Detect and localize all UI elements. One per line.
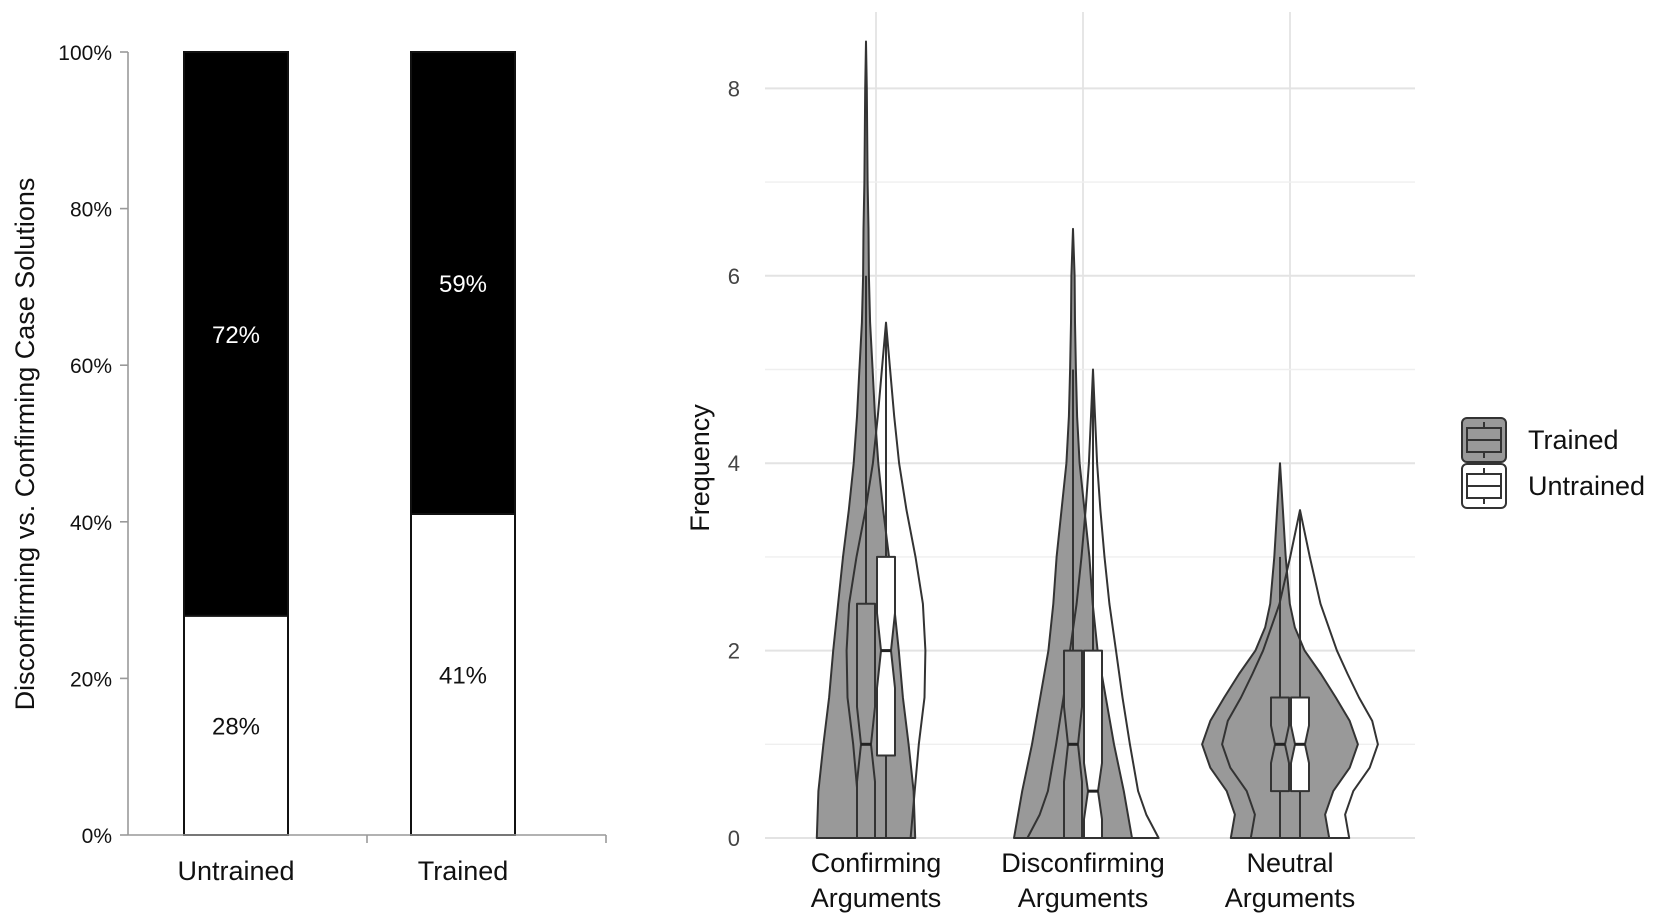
right-y-ticks: 0 2 4 6 8 [728, 76, 740, 851]
x-tick-label: Arguments [1018, 883, 1149, 913]
violin-untrained [1221, 509, 1379, 839]
x-tick-label: Arguments [811, 883, 942, 913]
y-tick-label: 60% [70, 355, 112, 378]
bar-segment-trained-confirming [410, 51, 516, 515]
right-y-axis-title: Frequency [685, 404, 715, 532]
legend-label: Untrained [1528, 471, 1645, 501]
y-tick-label: 80% [70, 199, 112, 222]
y-tick-label: 0 [728, 826, 740, 851]
box-untrained [1083, 649, 1103, 839]
left-x-ticks: Untrained Trained [177, 835, 607, 886]
y-tick-label: 100% [58, 42, 112, 65]
y-tick-label: 6 [728, 264, 740, 289]
bar-data-label: 72% [212, 322, 260, 349]
y-tick-label: 0% [82, 825, 112, 848]
legend-label: Trained [1528, 425, 1619, 455]
bar-data-label: 59% [439, 271, 487, 298]
legend: Trained Untrained [1461, 417, 1645, 509]
y-tick-label: 40% [70, 512, 112, 535]
violin-untrained [845, 321, 927, 839]
y-tick-label: 20% [70, 668, 112, 691]
box-trained [856, 602, 876, 839]
violin-chart: 0 2 4 6 8 Confirming Arguments Disconfirming Ar… [685, 12, 1645, 913]
x-tick-label: Untrained [177, 856, 294, 886]
y-tick-label: 2 [728, 639, 740, 664]
x-tick-label: Trained [418, 856, 509, 886]
left-bars: 28% 72% 41% 59% [183, 51, 516, 837]
bar-data-label: 41% [439, 662, 487, 689]
x-tick-label: Confirming [811, 848, 942, 878]
bar-data-label: 28% [212, 713, 260, 740]
x-tick-label: Disconfirming [1001, 848, 1165, 878]
bar-segment-untrained-confirming [183, 51, 289, 617]
stacked-bar-chart: Disconfirming vs. Confirming Case Soluti… [10, 42, 607, 886]
bar-segment-untrained-disconfirming [183, 614, 289, 837]
right-violins [815, 40, 1379, 839]
right-x-ticks: Confirming Arguments Disconfirming Argument… [811, 848, 1356, 913]
y-tick-label: 8 [728, 76, 740, 101]
x-tick-label: Neutral [1246, 848, 1333, 878]
x-tick-label: Arguments [1225, 883, 1356, 913]
box-untrained [876, 555, 896, 757]
left-y-axis-title: Disconfirming vs. Confirming Case Soluti… [10, 178, 40, 711]
y-tick-label: 4 [728, 451, 740, 476]
left-y-ticks: 0% 20% 40% 60% 80% 100% [58, 42, 128, 848]
